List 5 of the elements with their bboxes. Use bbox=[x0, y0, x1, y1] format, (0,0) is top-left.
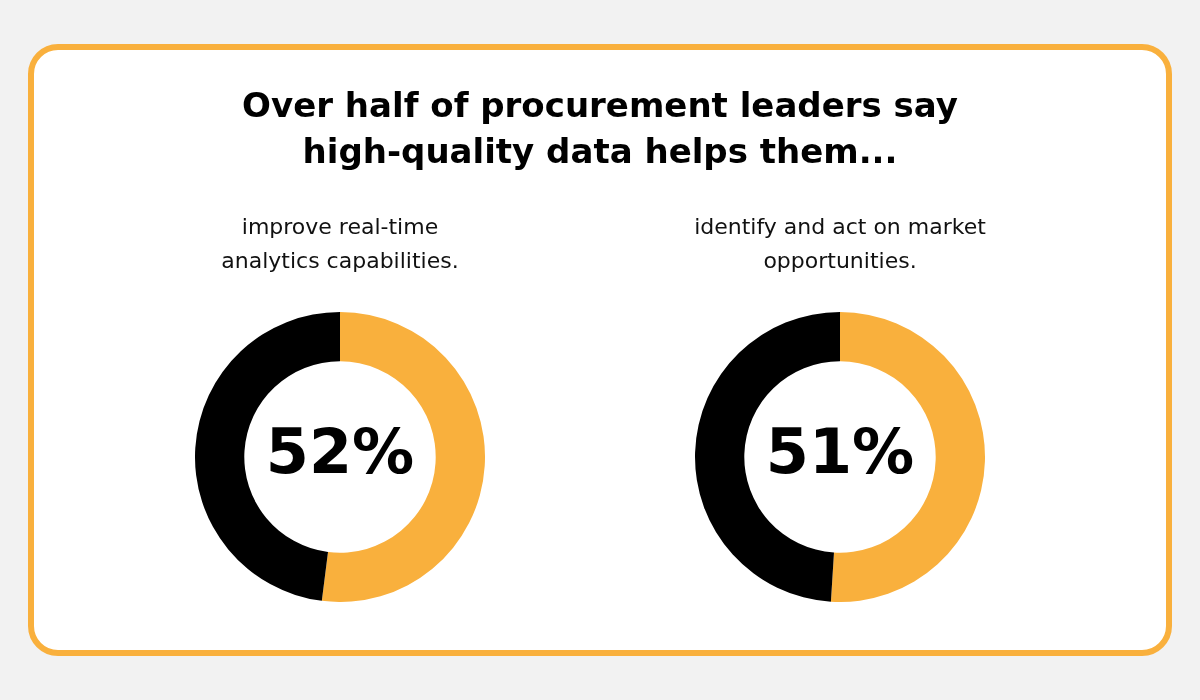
data-label: 51% bbox=[765, 415, 915, 489]
data-label: 52% bbox=[265, 415, 415, 489]
chart-subtitle: improve real-time analytics capabilities. bbox=[220, 213, 460, 275]
chart-subtitle: identify and act on market opportunities. bbox=[693, 213, 987, 275]
text: Over half of procurement leaders say high-quality data helps them... bbox=[241, 84, 959, 173]
